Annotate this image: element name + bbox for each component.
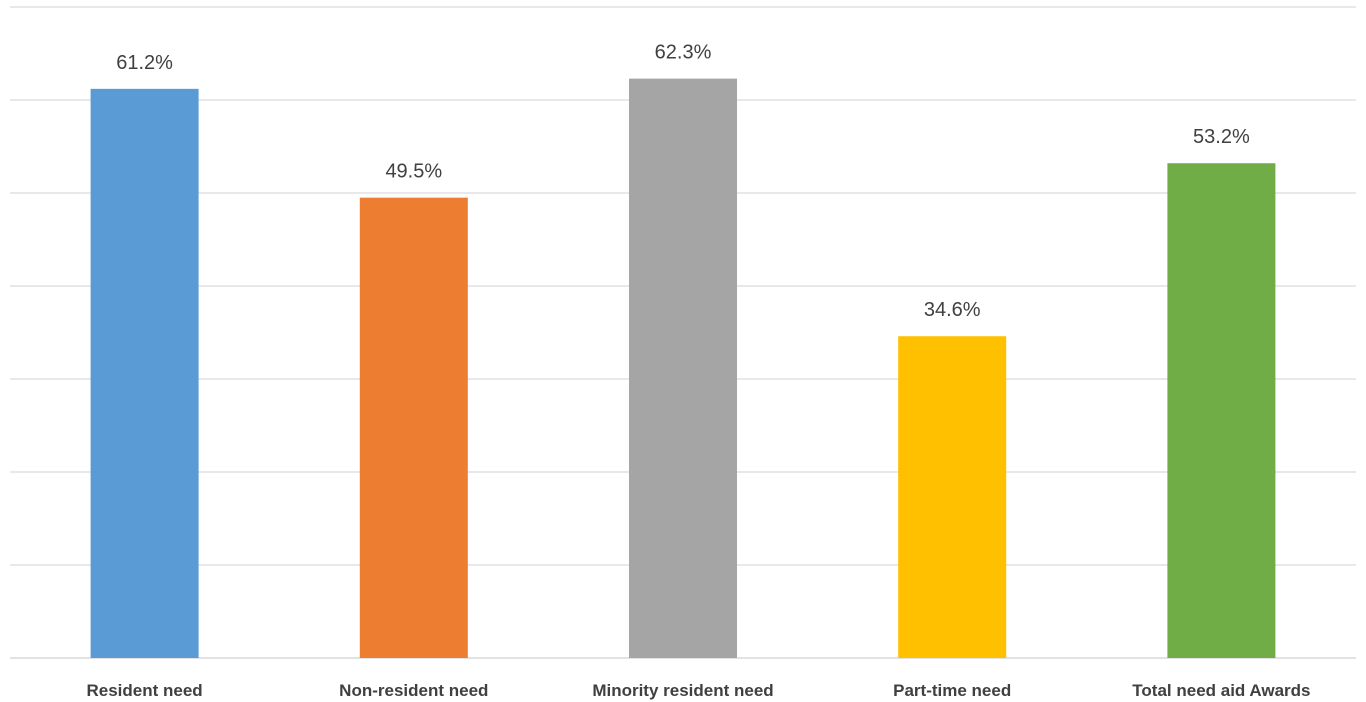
bar-5 (1167, 163, 1276, 659)
category-label-4: Part-time need (893, 681, 1011, 700)
bars (90, 78, 1276, 659)
category-label-3: Minority resident need (592, 681, 773, 700)
bar-2 (359, 197, 468, 658)
data-label-5: 53.2% (1193, 126, 1250, 148)
bar-1 (90, 88, 199, 659)
category-label-2: Non-resident need (339, 681, 488, 700)
category-label-5: Total need aid Awards (1132, 681, 1310, 700)
data-labels: 61.2% 49.5% 62.3% 34.6% 53.2% (116, 42, 1250, 322)
category-label-1: Resident need (86, 681, 202, 700)
category-labels: Resident need Non-resident need Minority r… (86, 681, 1310, 700)
bar-4 (898, 336, 1007, 658)
data-label-3: 62.3% (655, 42, 712, 64)
data-label-1: 61.2% (116, 52, 173, 74)
bar-3 (629, 78, 737, 659)
data-label-2: 49.5% (385, 161, 442, 183)
data-label-4: 34.6% (924, 299, 981, 321)
